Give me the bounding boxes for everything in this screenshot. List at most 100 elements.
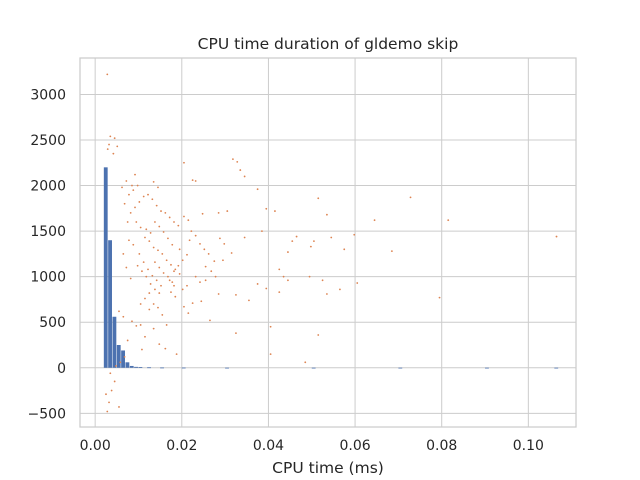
scatter-point [174, 295, 177, 298]
scatter-point [126, 339, 129, 342]
scatter-point [108, 401, 110, 404]
scatter-point [214, 275, 217, 278]
scatter-point [152, 246, 155, 249]
scatter-point [154, 221, 156, 223]
scatter-point [151, 198, 154, 201]
scatter-point [123, 202, 126, 205]
scatter-point [134, 173, 136, 176]
scatter-point [210, 270, 213, 273]
histogram-bar [116, 345, 121, 368]
scatter-point [158, 343, 161, 345]
scatter-point [200, 300, 203, 303]
scatter-point [178, 248, 181, 251]
scatter-point [108, 143, 110, 146]
scatter-point [287, 279, 289, 282]
scatter-point [154, 288, 156, 291]
scatter-point [168, 216, 171, 219]
scatter-point [239, 169, 242, 171]
scatter-point [235, 332, 237, 335]
scatter-point [167, 275, 169, 278]
histogram-bar [138, 367, 143, 368]
scatter-point [121, 186, 123, 189]
scatter-point [173, 221, 175, 223]
scatter-point [122, 252, 125, 255]
scatter-point [194, 180, 197, 182]
scatter-point [326, 213, 328, 216]
scatter-point [128, 239, 130, 242]
scatter-point [128, 193, 130, 196]
scatter-point [243, 175, 246, 178]
histogram-bar [121, 350, 125, 368]
scatter-point [157, 186, 159, 189]
scatter-point [165, 259, 168, 262]
scatter-point [287, 251, 289, 253]
scatter-point [164, 347, 167, 350]
scatter-point [158, 266, 161, 269]
scatter-point [236, 160, 239, 163]
histogram-bar [134, 366, 138, 368]
scatter-point [141, 348, 143, 351]
scatter-point [173, 284, 175, 287]
scatter-point [295, 235, 298, 238]
scatter-point [132, 243, 135, 246]
plot-frame [79, 57, 577, 428]
scatter-point [170, 263, 172, 266]
scatter-point [161, 252, 164, 255]
scatter-point [144, 297, 146, 300]
scatter-point [173, 270, 175, 273]
scatter-point [144, 335, 146, 338]
scatter-point [199, 281, 201, 284]
scatter-point [149, 283, 152, 285]
scatter-point [160, 284, 162, 287]
histogram-bar [554, 367, 559, 369]
scatter-point [148, 240, 151, 243]
histogram-bars [103, 167, 559, 369]
scatter-point [162, 231, 165, 233]
scatter-point [199, 242, 201, 245]
y-tick-label: −500 [28, 406, 66, 422]
scatter-point [308, 275, 311, 278]
scatter-point [158, 292, 161, 294]
scatter-point [109, 135, 112, 138]
grid [80, 58, 576, 427]
scatter-point [243, 236, 246, 239]
scatter-point [119, 361, 122, 364]
scatter-point [126, 221, 129, 223]
scatter-point [274, 210, 276, 212]
scatter-point [265, 287, 268, 290]
histogram-bar [398, 367, 403, 369]
scatter-point [167, 237, 169, 240]
scatter-point [191, 302, 194, 304]
scatter-point [373, 219, 376, 222]
scatter-point [125, 266, 128, 269]
scatter-point [183, 305, 185, 308]
scatter-point [131, 320, 133, 323]
scatter-point [438, 296, 441, 299]
scatter-point [116, 145, 119, 148]
scatter-point [136, 184, 139, 187]
scatter-point [222, 259, 224, 262]
scatter-point [201, 212, 204, 215]
scatter-point [110, 389, 113, 392]
scatter-point [353, 233, 356, 236]
histogram-bar [225, 367, 229, 369]
scatter-point [168, 279, 171, 282]
histogram-bar [108, 240, 112, 368]
scatter-point [152, 327, 155, 330]
scatter-point [230, 252, 233, 254]
scatter-point [226, 210, 229, 212]
scatter-point [409, 196, 412, 199]
scatter-point [186, 253, 188, 256]
scatter-point [151, 274, 154, 277]
scatter-point [171, 243, 174, 246]
scatter-point [177, 264, 180, 267]
scatter-point [112, 152, 115, 155]
histogram-bar [485, 367, 489, 369]
scatter-point [326, 293, 328, 295]
scatter-point [144, 236, 146, 239]
scatter-point [139, 226, 142, 229]
scatter-point [145, 228, 148, 231]
scatter-point [219, 237, 221, 240]
